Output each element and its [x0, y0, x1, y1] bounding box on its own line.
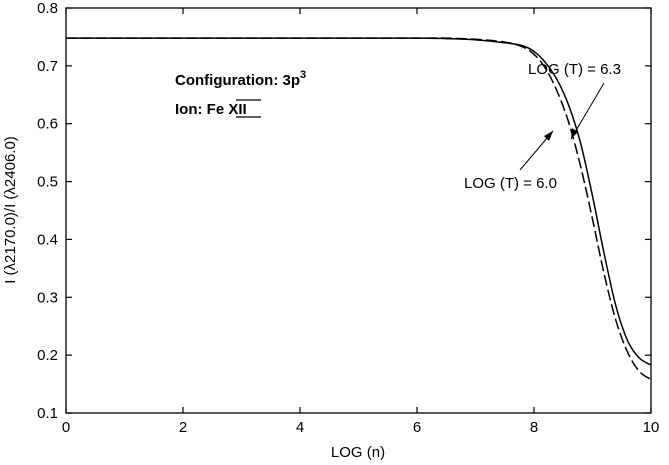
ion-roman-numeral: XII	[228, 101, 246, 118]
ion-text: Ion: Fe	[175, 101, 228, 118]
x-axis-label: LOG (n)	[331, 444, 385, 461]
y-tick-label: 0.5	[37, 174, 58, 191]
arrow-log-t-6-3	[571, 83, 604, 139]
y-tick-label: 0.8	[37, 0, 58, 17]
x-tick-label: 2	[179, 419, 187, 436]
configuration-annotation: Configuration: 3p3	[175, 69, 306, 89]
x-tick-label: 0	[62, 419, 70, 436]
series-line-log-t-6-3	[66, 38, 651, 365]
ion-annotation: Ion: Fe XII	[175, 101, 247, 118]
y-tick-label: 0.3	[37, 289, 58, 306]
x-tick-label: 6	[413, 419, 421, 436]
configuration-text: Configuration: 3p	[175, 72, 300, 89]
y-tick-label: 0.4	[37, 231, 58, 248]
x-tick-label: 10	[643, 419, 660, 436]
series-line-log-t-6-0	[66, 38, 651, 379]
label-log-t-6-0: LOG (T) = 6.0	[464, 175, 557, 192]
x-tick-label: 4	[296, 419, 304, 436]
data-series	[66, 38, 651, 379]
y-tick-label: 0.2	[37, 347, 58, 364]
y-axis-label: I (λ2170.0)/I (λ2406.0)	[2, 136, 19, 284]
y-tick-label: 0.6	[37, 116, 58, 133]
label-log-t-6-3: LOG (T) = 6.3	[528, 61, 621, 78]
x-tick-label: 8	[530, 419, 538, 436]
y-tick-label: 0.1	[37, 405, 58, 422]
y-tick-label: 0.7	[37, 58, 58, 75]
configuration-superscript: 3	[300, 69, 306, 81]
